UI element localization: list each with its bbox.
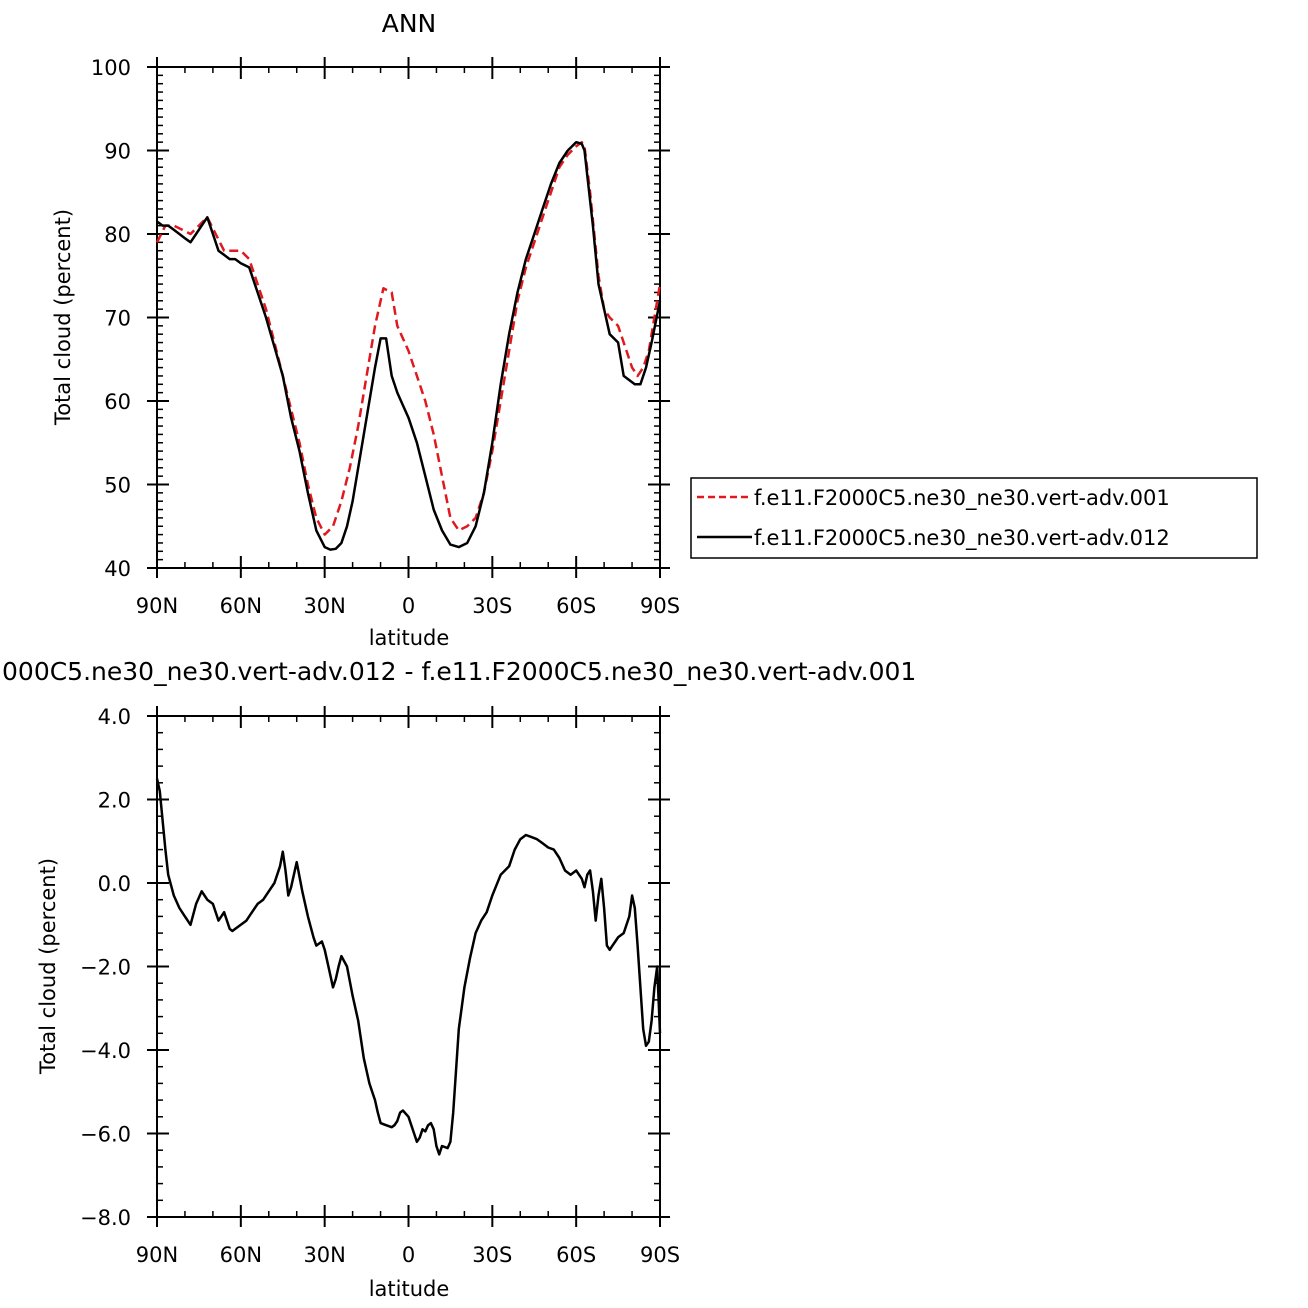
bottom-y-tick-label: 2.0 bbox=[98, 789, 131, 813]
top-chart-title: ANN bbox=[382, 9, 437, 38]
bottom-x-tick-label: 90S bbox=[640, 1243, 680, 1267]
legend-label-001: f.e11.F2000C5.ne30_ne30.vert-adv.001 bbox=[754, 486, 1170, 511]
top-legend: f.e11.F2000C5.ne30_ne30.vert-adv.001 f.e… bbox=[690, 477, 1258, 559]
bottom-x-tick-label: 30S bbox=[472, 1243, 512, 1267]
top-x-tick-label: 90N bbox=[136, 594, 178, 618]
top-series-line-1 bbox=[156, 140, 662, 551]
bottom-plot-frame bbox=[156, 715, 661, 1218]
top-series-line-0 bbox=[155, 140, 662, 536]
bottom-y-tick-label: −6.0 bbox=[80, 1123, 131, 1147]
bottom-chart-title: f.e11.F2000C5.ne30_ne30.vert-adv.012 - f… bbox=[0, 657, 916, 686]
top-series-group bbox=[155, 140, 662, 551]
top-y-tick-label: 70 bbox=[104, 307, 131, 331]
bottom-x-tick-label: 60S bbox=[556, 1243, 596, 1267]
bottom-x-tick-label: 90N bbox=[136, 1243, 178, 1267]
top-x-axis-label: latitude bbox=[369, 626, 450, 650]
top-plot-frame bbox=[156, 66, 661, 569]
top-y-tick-label: 100 bbox=[91, 56, 131, 80]
top-x-tick-label: 30S bbox=[472, 594, 512, 618]
bottom-y-axis-label: Total cloud (percent) bbox=[36, 858, 60, 1075]
bottom-x-tick-label: 30N bbox=[303, 1243, 345, 1267]
top-y-axis-label: Total cloud (percent) bbox=[51, 209, 75, 426]
top-x-tick-label: 60N bbox=[220, 594, 262, 618]
top-x-tick-label: 90S bbox=[640, 594, 680, 618]
bottom-x-tick-label: 0 bbox=[402, 1243, 415, 1267]
bottom-y-tick-label: −8.0 bbox=[80, 1206, 131, 1230]
top-y-tick-label: 90 bbox=[104, 140, 131, 164]
bottom-y-tick-label: −2.0 bbox=[80, 956, 131, 980]
bottom-series-group bbox=[155, 778, 662, 1156]
bottom-x-tick-label: 60N bbox=[220, 1243, 262, 1267]
legend-label-012: f.e11.F2000C5.ne30_ne30.vert-adv.012 bbox=[754, 526, 1170, 551]
top-axis-ticks: 90N 60N 30N 0 30S 60S 90S 40 50 60 70 80 90 100 bbox=[91, 56, 680, 618]
top-y-tick-label: 60 bbox=[104, 390, 131, 414]
top-y-tick-label: 80 bbox=[104, 223, 131, 247]
top-x-tick-label: 0 bbox=[402, 594, 415, 618]
bottom-y-tick-label: 4.0 bbox=[98, 705, 131, 729]
bottom-axis-ticks: 90N 60N 30N 0 30S 60S 90S −8.0 −6.0 −4.0 −2.0 0.0 2.… bbox=[80, 705, 680, 1267]
top-x-tick-label: 60S bbox=[556, 594, 596, 618]
bottom-x-axis-label: latitude bbox=[369, 1277, 450, 1301]
top-y-tick-label: 50 bbox=[104, 474, 131, 498]
bottom-y-tick-label: −4.0 bbox=[80, 1039, 131, 1063]
top-y-tick-label: 40 bbox=[104, 557, 131, 581]
bottom-series-line-0 bbox=[155, 778, 662, 1156]
bottom-y-tick-label: 0.0 bbox=[98, 872, 131, 896]
legend-box bbox=[690, 477, 1258, 559]
top-x-tick-label: 30N bbox=[303, 594, 345, 618]
